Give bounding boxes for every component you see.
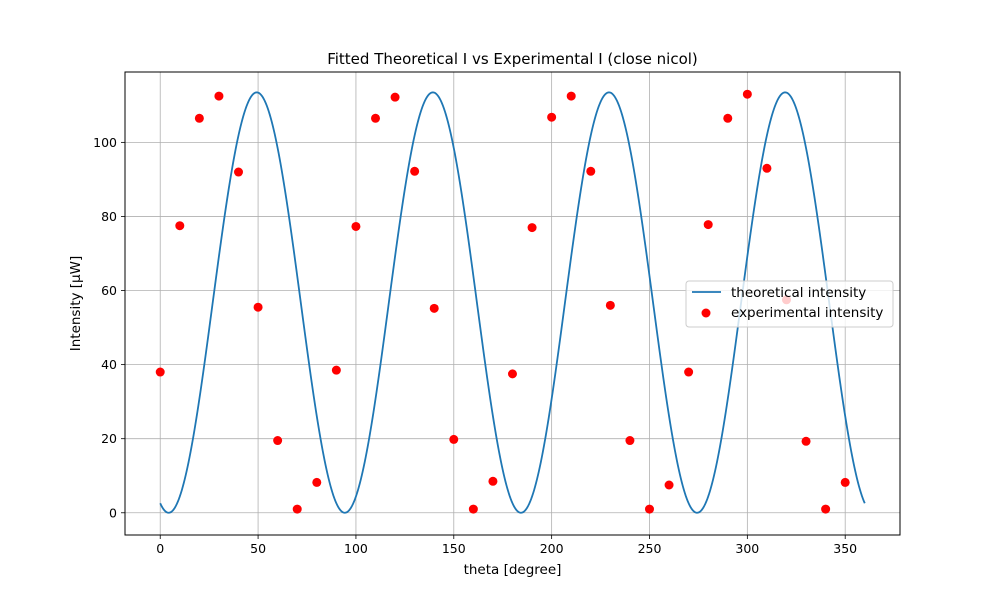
experimental-point [214, 91, 224, 101]
x-tick-label: 200 [540, 541, 564, 556]
experimental-point [488, 476, 498, 486]
theoretical-intensity-line [159, 91, 866, 514]
experimental-point [684, 367, 694, 377]
legend: theoretical intensity experimental inten… [685, 280, 894, 328]
experimental-point [155, 367, 165, 377]
axis-ticks: 0 50 100 150 200 250 300 350 0 20 40 60 80 100 [93, 135, 857, 556]
experimental-point [351, 221, 361, 231]
experimental-point [762, 163, 772, 173]
experimental-point [821, 504, 831, 514]
y-tick-label: 0 [109, 505, 117, 520]
experimental-point [371, 113, 381, 123]
x-tick-label: 250 [638, 541, 662, 556]
legend-marker-swatch [701, 308, 711, 318]
experimental-point [449, 434, 459, 444]
plot-series [155, 89, 866, 514]
y-tick-label: 40 [101, 357, 117, 372]
experimental-point [410, 166, 420, 176]
legend-box [685, 280, 894, 328]
x-tick-label: 100 [344, 541, 368, 556]
experimental-point [801, 436, 811, 446]
y-axis-label: Intensity [μW] [68, 256, 84, 352]
legend-label-experimental: experimental intensity [731, 305, 883, 321]
y-tick-label: 60 [101, 283, 117, 298]
x-tick-label: 0 [156, 541, 164, 556]
chart-title: Fitted Theoretical I vs Experimental I (… [327, 50, 698, 68]
experimental-point [840, 477, 850, 487]
y-tick-label: 80 [101, 209, 117, 224]
experimental-point [644, 504, 654, 514]
experimental-point [273, 436, 283, 446]
experimental-point [566, 91, 576, 101]
experimental-point [527, 223, 537, 233]
plot-frame [124, 71, 901, 536]
experimental-point [253, 302, 263, 312]
experimental-point [175, 221, 185, 231]
experimental-point [390, 92, 400, 102]
experimental-point [312, 477, 322, 487]
experimental-point [429, 303, 439, 313]
y-tick-label: 20 [101, 431, 117, 446]
experimental-point [547, 112, 557, 122]
experimental-point [664, 480, 674, 490]
experimental-point [508, 369, 517, 379]
experimental-point [468, 504, 478, 514]
experimental-point [331, 365, 341, 375]
experimental-point [292, 504, 302, 514]
experimental-point [703, 220, 713, 230]
x-tick-label: 350 [833, 541, 857, 556]
x-tick-label: 300 [735, 541, 759, 556]
experimental-point [625, 436, 635, 446]
x-tick-label: 50 [250, 541, 266, 556]
legend-label-theoretical: theoretical intensity [731, 285, 866, 301]
experimental-point [723, 113, 733, 123]
experimental-point [742, 89, 752, 99]
experimental-point [586, 166, 596, 176]
experimental-point [605, 300, 615, 310]
experimental-point [234, 167, 244, 177]
x-tick-label: 150 [442, 541, 466, 556]
x-axis-label: theta [degree] [464, 562, 562, 578]
y-tick-label: 100 [93, 135, 117, 150]
experimental-point [194, 113, 204, 123]
grid [125, 72, 900, 535]
